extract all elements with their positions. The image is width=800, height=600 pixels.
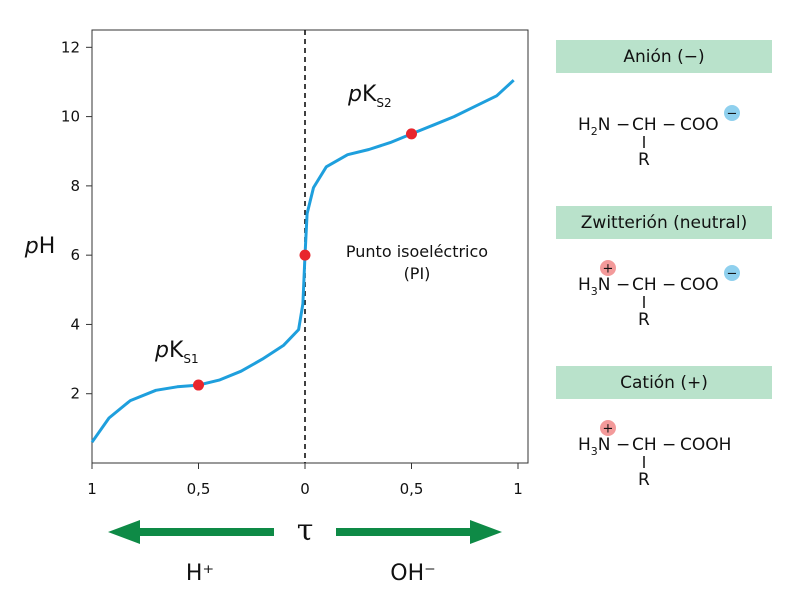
amino-group: H2N [578, 115, 611, 138]
oh-minus-label: OH⁻ [390, 561, 435, 586]
pk-label: pKS2 [347, 82, 392, 110]
bond: − [616, 275, 630, 295]
carboxyl-group: COO [680, 275, 719, 295]
carboxyl-group: COOH [680, 435, 731, 455]
right-arrow [336, 520, 502, 544]
cation-header: Catión (+) [556, 366, 772, 399]
y-tick-label: 4 [70, 315, 80, 333]
pk-k: K [362, 82, 377, 107]
cation-formula: H3N − CH − COOH R + [556, 410, 776, 486]
y-axis-ticks: 2 4 6 8 10 12 [61, 38, 92, 403]
anion-formula: H2N − CH − COO R − [556, 90, 776, 166]
anion-header: Anión (−) [556, 40, 772, 73]
y-tick-label: 6 [70, 246, 80, 264]
side-chain: R [638, 150, 650, 166]
alpha-carbon: CH [632, 275, 657, 295]
pk-subscript: S1 [183, 352, 198, 366]
chart-markers [193, 128, 417, 391]
pk-k: K [169, 338, 184, 363]
tau-arrows: τ H⁺ OH⁻ [108, 513, 502, 586]
pk-subscript: S2 [376, 96, 391, 110]
y-axis-label: pH [24, 234, 56, 259]
pk-label: pKS1 [154, 338, 199, 366]
marker-point [193, 379, 204, 391]
side-chain: R [638, 310, 650, 326]
pi-label-abbr: (PI) [404, 264, 431, 283]
x-tick-label: 0,5 [187, 480, 211, 498]
pi-label: Punto isoeléctrico [346, 242, 488, 261]
zwitterion-formula: H3N − CH − COO R − + [556, 250, 776, 326]
plot-frame [91, 29, 529, 464]
positive-charge-sign: + [603, 262, 614, 277]
zwitterion-header: Zwitterión (neutral) [556, 206, 772, 239]
bond: − [662, 435, 676, 455]
tau-label: τ [297, 513, 314, 548]
carboxyl-group: COO [680, 115, 719, 135]
x-tick-label: 0 [300, 480, 310, 498]
positive-charge-badge [600, 260, 616, 276]
marker-point [299, 249, 311, 261]
y-tick-label: 10 [61, 108, 80, 126]
y-tick-label: 8 [70, 177, 80, 195]
amino-group: H3N [578, 275, 611, 298]
y-tick-label: 2 [70, 385, 80, 403]
negative-charge-badge [724, 265, 740, 281]
x-tick-label: 1 [87, 480, 97, 498]
side-chain: R [638, 470, 650, 486]
negative-charge-badge [724, 105, 740, 121]
pk-p: p [154, 338, 169, 363]
x-tick-label: 1 [513, 480, 523, 498]
alpha-carbon: CH [632, 115, 657, 135]
titration-curve [90, 79, 515, 444]
negative-charge-sign: − [727, 107, 738, 122]
negative-charge-sign: − [727, 267, 738, 282]
bond: − [662, 275, 676, 295]
chart-axes [91, 29, 529, 464]
x-axis-ticks: 1 0,5 0 0,5 1 [87, 463, 523, 498]
positive-charge-sign: + [603, 422, 614, 437]
bond: − [616, 115, 630, 135]
y-tick-label: 12 [61, 38, 80, 56]
positive-charge-badge [600, 420, 616, 436]
bond: − [616, 435, 630, 455]
alpha-carbon: CH [632, 435, 657, 455]
bond: − [662, 115, 676, 135]
x-tick-label: 0,5 [400, 480, 424, 498]
left-arrow [108, 520, 274, 544]
marker-point [406, 128, 417, 140]
pk-p: p [347, 82, 362, 107]
amino-group: H3N [578, 435, 611, 458]
h-plus-label: H⁺ [186, 561, 214, 586]
